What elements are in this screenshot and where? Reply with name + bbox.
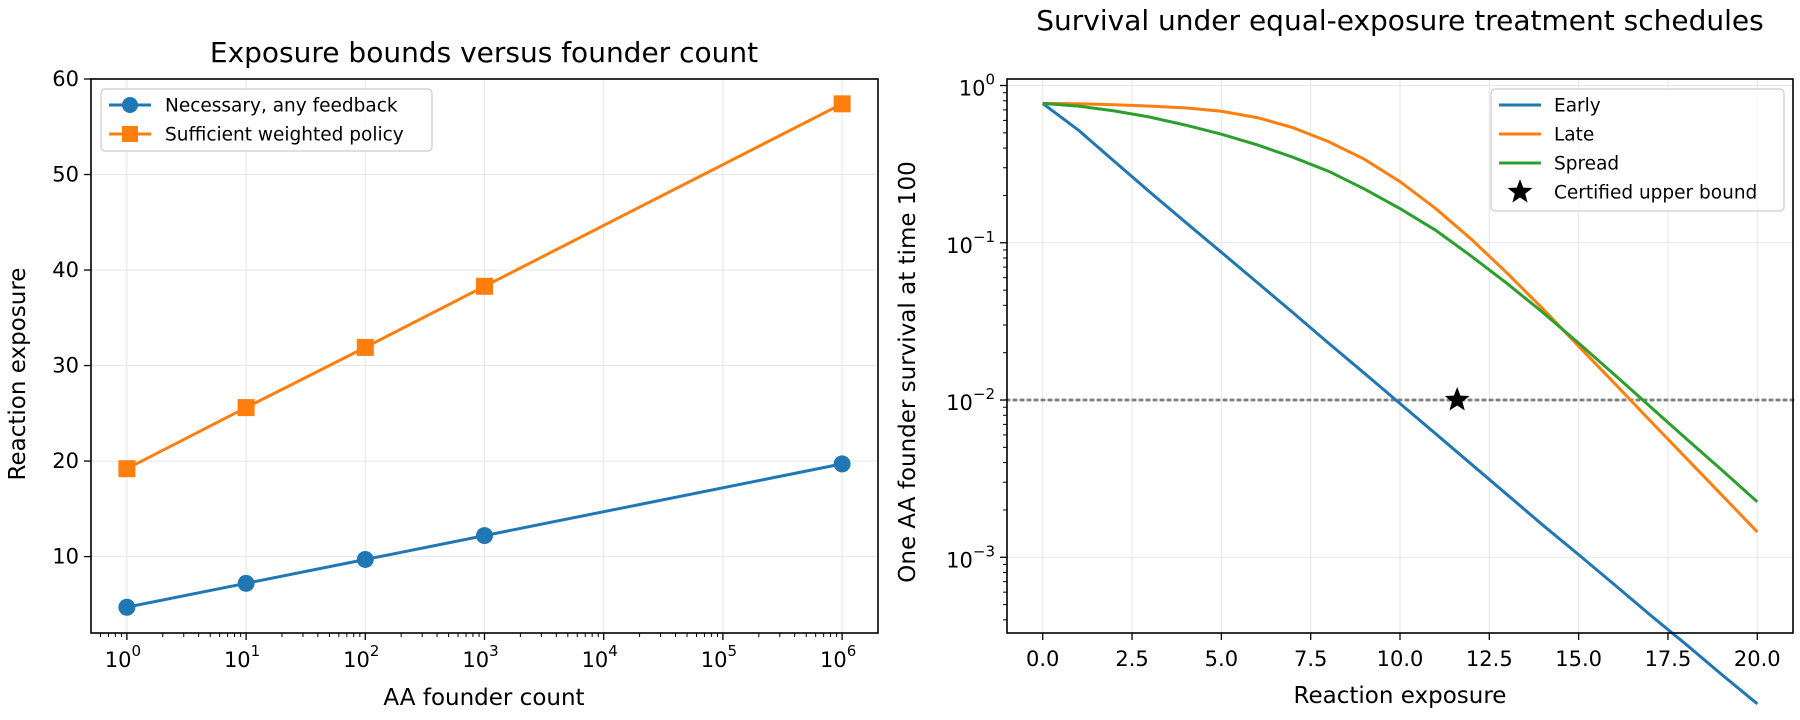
right-x-tick-label: 7.5 — [1294, 647, 1327, 671]
left-data-point — [833, 95, 851, 113]
right-x-tick-label: 0.0 — [1026, 647, 1059, 671]
right-x-tick-label: 15.0 — [1555, 647, 1602, 671]
right-x-tick-label: 20.0 — [1734, 647, 1781, 671]
left-x-tick-label: 106 — [820, 642, 856, 672]
left-legend-box — [100, 88, 433, 152]
left-y-tick-label: 50 — [52, 163, 79, 187]
left-data-point — [476, 277, 493, 295]
left-x-tick-label: 100 — [105, 642, 141, 672]
left-y-tick-label: 40 — [52, 258, 79, 282]
right-x-tick-label: 5.0 — [1205, 647, 1238, 671]
right-legend-label: Spread — [1554, 154, 1619, 175]
left-legend-label: Sufficient weighted policy — [165, 125, 404, 146]
left-legend-marker — [122, 126, 138, 142]
left-y-tick-label: 10 — [52, 545, 79, 569]
left-data-point — [237, 399, 255, 417]
right-certified-bound-marker — [1444, 387, 1470, 411]
right-x-tick-label: 12.5 — [1466, 647, 1513, 671]
right-x-axis-label: Reaction exposure — [1294, 683, 1507, 709]
right-x-tick-label: 2.5 — [1115, 647, 1148, 671]
left-legend-label: Necessary, any feedback — [165, 96, 398, 117]
right-chart-title: Survival under equal-exposure treatment … — [1036, 4, 1763, 37]
right-panel: Survival under equal-exposure treatment … — [895, 4, 1795, 709]
left-x-tick-label: 102 — [343, 642, 379, 672]
right-series-line — [1042, 101, 1759, 533]
left-data-point — [356, 338, 374, 356]
right-legend: Early Late Spread Certified upper bound — [1490, 88, 1785, 212]
right-y-axis-label: One AA founder survival at time 100 — [895, 161, 921, 582]
left-data-point — [118, 460, 136, 478]
left-data-point — [476, 527, 493, 545]
left-y-tick-label: 20 — [52, 449, 79, 473]
left-panel: Exposure bounds versus founder count AA … — [5, 36, 879, 711]
right-y-tick-label: 10−2 — [946, 385, 995, 415]
right-series — [1005, 101, 1795, 705]
right-series-line — [1042, 101, 1759, 504]
right-y-tick-label: 100 — [959, 71, 995, 101]
left-data-point — [237, 574, 255, 592]
left-series — [118, 95, 851, 616]
left-y-axis-label: Reaction exposure — [5, 268, 31, 481]
left-data-point — [118, 598, 136, 616]
left-x-axis-label: AA founder count — [383, 685, 584, 711]
left-x-tick-label: 105 — [701, 642, 737, 672]
left-legend: Necessary, any feedback Sufficient weight… — [100, 88, 433, 152]
right-x-tick-label: 10.0 — [1377, 647, 1424, 671]
left-legend-marker — [122, 97, 138, 113]
right-legend-box — [1490, 88, 1785, 212]
left-x-tick-label: 101 — [224, 642, 260, 672]
right-legend-label: Certified upper bound — [1554, 183, 1757, 204]
left-grid — [91, 78, 878, 633]
left-chart-title: Exposure bounds versus founder count — [210, 36, 758, 69]
left-x-tick-label: 103 — [462, 642, 498, 672]
right-y-tick-label: 10−1 — [946, 228, 995, 258]
left-data-point — [833, 455, 851, 473]
left-data-point — [356, 550, 374, 568]
right-legend-label: Late — [1554, 125, 1594, 146]
right-y-tick-label: 10−3 — [946, 542, 995, 572]
right-legend-marker — [1507, 179, 1533, 203]
left-y-tick-label: 30 — [52, 354, 79, 378]
right-legend-label: Early — [1554, 96, 1601, 117]
left-y-tick-label: 60 — [52, 67, 79, 91]
right-series-line — [1041, 102, 1759, 705]
right-x-tick-label: 17.5 — [1645, 647, 1692, 671]
left-x-tick-label: 104 — [582, 642, 618, 672]
